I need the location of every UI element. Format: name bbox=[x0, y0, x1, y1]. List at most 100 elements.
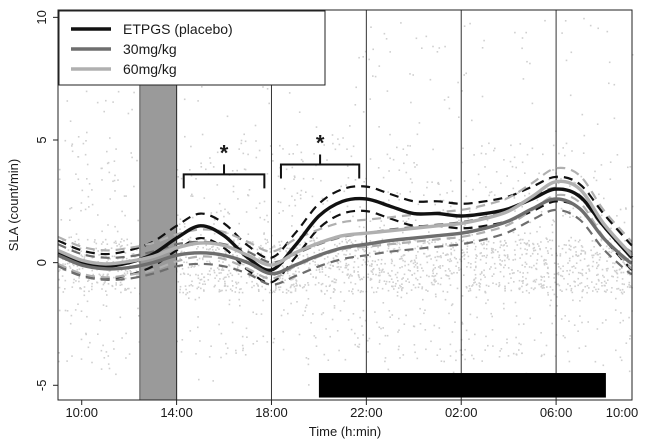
data-point bbox=[64, 263, 66, 266]
data-point bbox=[333, 307, 336, 309]
data-point bbox=[592, 254, 595, 257]
data-point bbox=[98, 273, 101, 276]
data-point bbox=[88, 206, 90, 208]
data-point bbox=[78, 277, 80, 279]
data-point bbox=[359, 278, 361, 281]
significance-annotations: * * bbox=[182, 131, 361, 189]
lower-bound-etpgs-placebo bbox=[57, 200, 633, 284]
data-point bbox=[569, 249, 572, 251]
data-point bbox=[540, 355, 543, 358]
data-point bbox=[526, 242, 529, 244]
data-point bbox=[434, 293, 437, 296]
data-point bbox=[240, 142, 243, 145]
data-point bbox=[445, 244, 447, 246]
data-point bbox=[209, 162, 212, 164]
data-point bbox=[102, 241, 104, 243]
data-point bbox=[591, 240, 594, 242]
data-point bbox=[402, 148, 405, 150]
data-point bbox=[589, 24, 592, 27]
data-point bbox=[225, 252, 227, 254]
data-point bbox=[602, 248, 605, 251]
significance-bracket bbox=[279, 154, 361, 179]
data-point bbox=[485, 248, 488, 250]
data-point bbox=[347, 273, 349, 275]
data-point bbox=[526, 271, 529, 274]
data-point bbox=[353, 261, 356, 263]
data-point bbox=[233, 239, 235, 242]
data-point bbox=[551, 322, 553, 325]
data-point bbox=[299, 244, 301, 246]
data-point bbox=[372, 75, 374, 77]
data-point bbox=[614, 270, 617, 273]
data-point bbox=[346, 264, 348, 267]
data-point bbox=[609, 178, 612, 180]
data-point bbox=[290, 279, 292, 281]
data-point bbox=[553, 277, 555, 279]
data-point bbox=[252, 247, 254, 250]
data-point bbox=[498, 284, 501, 286]
data-point bbox=[615, 349, 617, 352]
data-point bbox=[294, 290, 297, 292]
data-point bbox=[469, 210, 471, 213]
data-point bbox=[295, 282, 297, 284]
data-point bbox=[320, 289, 323, 292]
data-point bbox=[621, 288, 624, 291]
data-point bbox=[183, 223, 186, 225]
data-point bbox=[120, 291, 122, 294]
data-point bbox=[515, 166, 517, 169]
data-point bbox=[308, 384, 310, 386]
data-point bbox=[246, 336, 248, 338]
data-point bbox=[363, 250, 366, 253]
data-point bbox=[612, 250, 614, 252]
data-point bbox=[71, 355, 73, 357]
data-point bbox=[473, 269, 476, 271]
data-point bbox=[485, 284, 488, 287]
data-point bbox=[470, 263, 472, 265]
data-point bbox=[531, 102, 534, 105]
data-point bbox=[238, 291, 241, 294]
data-point bbox=[551, 231, 554, 234]
data-point bbox=[107, 273, 109, 276]
data-point bbox=[596, 274, 598, 276]
data-point bbox=[500, 182, 502, 185]
data-point bbox=[614, 262, 616, 265]
data-point bbox=[377, 287, 379, 289]
data-point bbox=[480, 152, 483, 155]
data-point bbox=[393, 248, 396, 250]
data-point bbox=[262, 247, 264, 249]
data-point bbox=[570, 245, 572, 248]
data-point bbox=[556, 296, 558, 298]
data-point bbox=[91, 285, 93, 288]
data-point bbox=[480, 252, 482, 254]
data-point bbox=[109, 258, 111, 260]
data-point bbox=[446, 192, 448, 194]
data-point bbox=[513, 281, 515, 283]
data-point bbox=[484, 166, 486, 168]
data-point bbox=[540, 275, 542, 278]
data-point bbox=[516, 244, 519, 246]
data-point bbox=[490, 252, 493, 254]
data-point bbox=[622, 319, 624, 322]
data-point bbox=[569, 94, 572, 97]
data-point bbox=[237, 281, 240, 284]
data-point bbox=[579, 315, 581, 317]
data-point bbox=[426, 186, 428, 189]
data-point bbox=[291, 215, 294, 217]
data-point bbox=[465, 195, 468, 198]
data-point bbox=[499, 240, 502, 243]
data-point bbox=[434, 256, 436, 259]
data-point bbox=[522, 78, 525, 80]
data-point bbox=[339, 291, 342, 293]
data-point bbox=[345, 254, 347, 256]
data-point bbox=[292, 283, 295, 286]
data-point bbox=[499, 259, 501, 261]
data-point bbox=[474, 248, 477, 251]
series-line-etpgs-placebo bbox=[57, 187, 634, 272]
data-point bbox=[320, 290, 323, 293]
data-point bbox=[337, 266, 340, 268]
data-point bbox=[419, 323, 422, 325]
data-point bbox=[450, 242, 453, 244]
data-point bbox=[260, 313, 263, 315]
data-point bbox=[312, 260, 314, 262]
data-point bbox=[467, 217, 470, 220]
